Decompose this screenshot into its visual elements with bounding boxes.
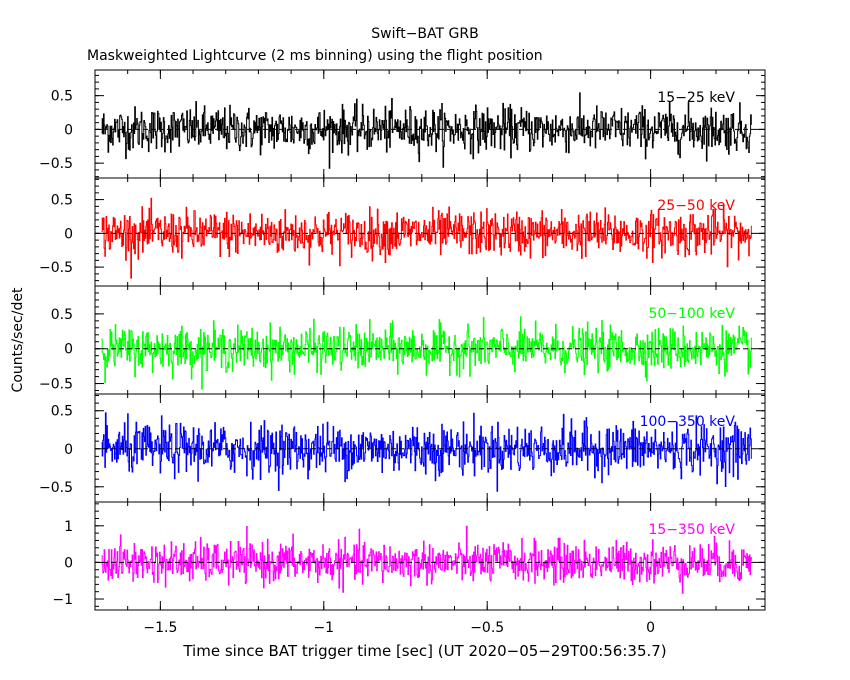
series-line-panel-5 [101, 525, 752, 594]
y-tick-label: 0 [64, 226, 73, 242]
x-tick-label: −0.5 [470, 620, 504, 636]
y-tick-label: 0 [64, 342, 73, 358]
x-tick-label: −1.5 [143, 620, 177, 636]
series-line-panel-3 [101, 316, 752, 390]
y-tick-label: −0.5 [39, 260, 73, 276]
series-line-panel-2 [101, 197, 752, 279]
x-tick-label: 0 [646, 620, 655, 636]
band-label-panel-5: 15−350 keV [648, 522, 735, 538]
y-tick-label: 0.5 [51, 193, 73, 209]
y-tick-label: 0 [64, 555, 73, 571]
y-tick-label: 0 [64, 442, 73, 458]
y-tick-label: −1 [52, 592, 73, 608]
figure-subtitle: Maskweighted Lightcurve (2 ms binning) u… [87, 48, 543, 64]
y-axis-label: Counts/sec/det [10, 287, 26, 392]
y-tick-label: 0.5 [51, 307, 73, 323]
band-label-panel-1: 15−25 keV [657, 90, 735, 106]
band-label-panel-4: 100−350 keV [640, 414, 736, 430]
series-line-panel-1 [101, 92, 752, 169]
band-label-panel-3: 50−100 keV [648, 306, 735, 322]
y-tick-label: −0.5 [39, 480, 73, 496]
x-axis-label: Time since BAT trigger time [sec] (UT 20… [182, 642, 666, 660]
panel-3: −0.5 0 0.5 50−100 keV [39, 285, 766, 395]
panel-frame-5 [94, 501, 766, 611]
panel-5: −1 0 1 15−350 keV [52, 501, 766, 611]
y-tick-label: 0.5 [51, 89, 73, 105]
y-tick-label: 0 [64, 122, 73, 138]
panels-group: −0.5 0 0.5 15−25 keV −0.5 0 0.5 25−50 keV −0.5 0 0… [39, 69, 766, 636]
x-tick-label: −1 [313, 620, 334, 636]
y-tick-label: 0.5 [51, 404, 73, 420]
y-tick-label: 1 [64, 519, 73, 535]
band-label-panel-2: 25−50 keV [657, 198, 735, 214]
figure-title: Swift−BAT GRB [371, 26, 478, 42]
y-tick-label: −0.5 [39, 377, 73, 393]
panel-2: −0.5 0 0.5 25−50 keV [39, 177, 766, 287]
y-tick-label: −0.5 [39, 156, 73, 172]
